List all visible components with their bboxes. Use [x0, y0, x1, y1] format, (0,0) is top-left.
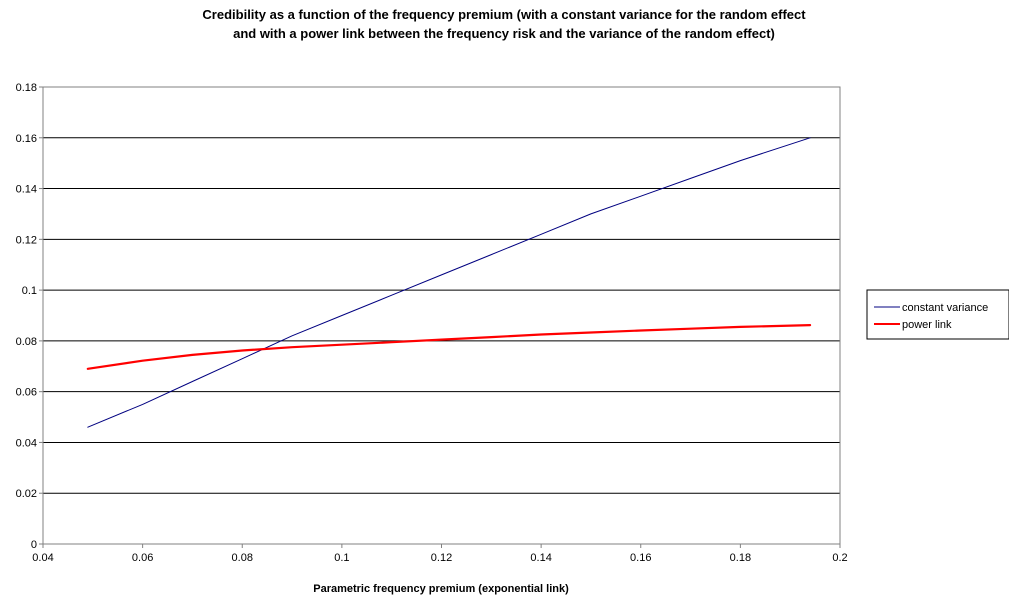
y-tick-label: 0.08 [16, 336, 37, 348]
grid-lines [43, 137, 840, 494]
x-tick-label: 0.12 [431, 552, 452, 564]
chart-subtitle: and with a power link between the freque… [233, 26, 775, 41]
y-tick-label: 0.1 [22, 285, 37, 297]
legend-label-power-link: power link [902, 319, 952, 331]
x-tick-label: 0.16 [630, 552, 651, 564]
x-tick-label: 0.18 [730, 552, 751, 564]
x-axis-label: Parametric frequency premium (exponentia… [313, 583, 569, 595]
legend: constant variance power link [866, 289, 1009, 340]
series-lines [86, 137, 812, 428]
x-tick-label: 0.04 [32, 552, 53, 564]
x-tick-label: 0.14 [530, 552, 551, 564]
y-tick-label: 0.18 [16, 82, 37, 94]
y-tick-label: 0.02 [16, 488, 37, 500]
legend-box [866, 289, 1009, 340]
x-tick-label: 0.08 [232, 552, 253, 564]
y-tick-label: 0.12 [16, 234, 37, 246]
chart-title: Credibility as a function of the frequen… [202, 7, 806, 22]
series-line-constant-variance [87, 137, 811, 428]
series-line-power-link [86, 324, 812, 370]
legend-label-constant-variance: constant variance [902, 302, 988, 314]
y-tick-label: 0.16 [16, 133, 37, 145]
y-tick-label: 0.06 [16, 387, 37, 399]
x-tick-label: 0.06 [132, 552, 153, 564]
y-tick-label: 0.14 [16, 184, 37, 196]
x-tick-label: 0.1 [334, 552, 349, 564]
y-tick-label: 0.04 [16, 437, 37, 449]
axis-ticks: 0 0.02 0.04 0.06 0.08 0.1 0.12 0.14 0.16 0.18 0.04… [16, 82, 848, 564]
plot-area [42, 86, 841, 545]
x-tick-label: 0.2 [832, 552, 847, 564]
y-tick-label: 0 [31, 539, 37, 551]
